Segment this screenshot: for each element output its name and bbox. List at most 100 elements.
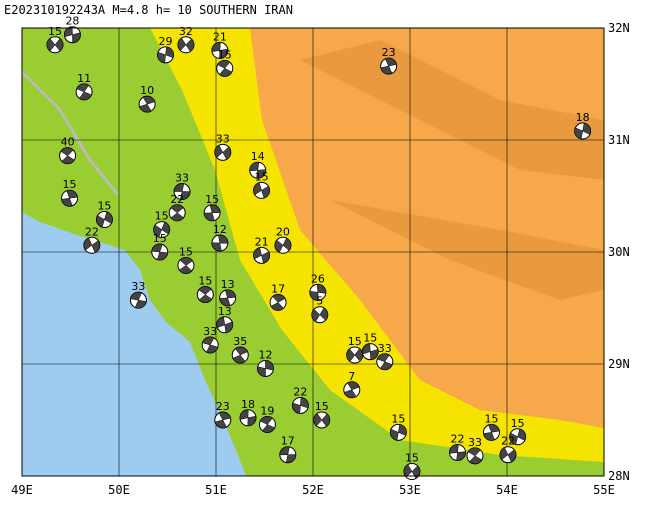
depth-label: 15 bbox=[391, 412, 405, 425]
beachball-quadrant bbox=[499, 447, 517, 463]
beachball-quadrant bbox=[177, 37, 195, 52]
beachball bbox=[309, 283, 327, 301]
depth-label: 15 bbox=[97, 200, 111, 213]
beachball bbox=[343, 381, 361, 399]
beachball bbox=[258, 415, 276, 433]
depth-label: 22 bbox=[501, 435, 515, 448]
beachball bbox=[46, 36, 64, 54]
depth-label: 15 bbox=[153, 232, 167, 245]
beachball bbox=[157, 46, 175, 64]
beachball-quadrant bbox=[211, 42, 229, 59]
beachball bbox=[75, 83, 93, 101]
beachball bbox=[151, 243, 169, 261]
beachball bbox=[138, 95, 156, 113]
x-tick-label: 49E bbox=[11, 483, 33, 497]
beachball-quadrant bbox=[198, 286, 213, 303]
beachball bbox=[63, 26, 81, 44]
beachball-quadrant bbox=[253, 182, 270, 199]
y-tick-label: 28N bbox=[608, 469, 630, 483]
depth-label: 14 bbox=[251, 150, 265, 163]
beachball-quadrant bbox=[313, 413, 330, 427]
beachball bbox=[173, 183, 191, 201]
beachball bbox=[509, 428, 527, 446]
title: E202310192243A M=4.8 h= 10 SOUTHERN IRAN bbox=[4, 3, 293, 17]
beachball bbox=[129, 291, 147, 309]
depth-label: 35 bbox=[233, 335, 247, 348]
depth-label: 15 bbox=[484, 412, 498, 425]
depth-label: 15 bbox=[205, 193, 219, 206]
depth-label: 15 bbox=[405, 452, 419, 465]
depth-label: 15 bbox=[348, 335, 362, 348]
depth-label: 26 bbox=[311, 272, 325, 285]
depth-label: 33 bbox=[468, 436, 482, 449]
beachball-quadrant bbox=[483, 424, 500, 441]
beachball bbox=[449, 443, 467, 461]
beachball-quadrant bbox=[343, 381, 360, 398]
beachball-quadrant bbox=[64, 26, 81, 43]
x-tick-label: 54E bbox=[496, 483, 518, 497]
beachball bbox=[214, 143, 232, 161]
beachball-quadrant bbox=[153, 221, 170, 238]
beachball bbox=[59, 147, 77, 165]
beachball-quadrant bbox=[249, 161, 266, 179]
depth-label: 22 bbox=[451, 432, 465, 445]
beachball-quadrant bbox=[232, 346, 248, 364]
x-tick-label: 50E bbox=[108, 483, 130, 497]
depth-label: 15 bbox=[255, 170, 269, 183]
frame bbox=[21, 27, 605, 477]
beachball bbox=[214, 411, 232, 429]
beachball bbox=[403, 463, 421, 481]
beachball bbox=[95, 211, 113, 229]
y-tick-label: 30N bbox=[608, 245, 630, 259]
beachball bbox=[311, 306, 329, 324]
beachball-quadrant bbox=[178, 257, 193, 274]
beachball bbox=[574, 122, 592, 140]
depth-label: 33 bbox=[203, 325, 217, 338]
depth-label: 19 bbox=[260, 404, 274, 417]
x-tick-label: 53E bbox=[399, 483, 421, 497]
x-tick-label: 52E bbox=[302, 483, 324, 497]
depth-label: 7 bbox=[348, 370, 355, 383]
beachball-quadrant bbox=[130, 291, 147, 309]
depth-label: 22 bbox=[170, 193, 184, 206]
depth-label: 12 bbox=[258, 348, 272, 361]
beachball bbox=[253, 181, 271, 199]
depth-label: 29 bbox=[159, 35, 173, 48]
beachball bbox=[153, 221, 171, 239]
beachball bbox=[361, 343, 379, 361]
beachball bbox=[380, 57, 398, 75]
beachball bbox=[466, 447, 484, 465]
beachball-quadrant bbox=[170, 204, 184, 222]
depth-label: 23 bbox=[382, 46, 396, 59]
beachball bbox=[274, 236, 292, 254]
beachball-quadrant bbox=[173, 183, 191, 200]
beachball bbox=[231, 346, 249, 364]
beachball bbox=[168, 204, 186, 222]
beachball-quadrant bbox=[574, 122, 591, 140]
beachball-quadrant bbox=[76, 83, 92, 101]
beachball-quadrant bbox=[362, 343, 379, 360]
beachball-quadrant bbox=[270, 294, 286, 311]
beachball-quadrant bbox=[239, 409, 257, 427]
depth-label: 22 bbox=[85, 225, 99, 238]
beachball bbox=[269, 293, 287, 311]
depth-label: 12 bbox=[213, 223, 227, 236]
beachball-quadrant bbox=[292, 397, 309, 414]
beachball bbox=[196, 286, 214, 304]
depth-label: 15 bbox=[315, 400, 329, 413]
beachball-quadrant bbox=[217, 60, 233, 77]
beachball-quadrant bbox=[259, 416, 275, 433]
beachball-quadrant bbox=[219, 289, 236, 307]
beachball-quadrant bbox=[380, 57, 397, 75]
beachball-quadrant bbox=[274, 237, 292, 253]
depth-label: 22 bbox=[293, 385, 307, 398]
beachball-quadrant bbox=[211, 234, 229, 252]
depth-label: 5 bbox=[316, 295, 323, 308]
beachball-quadrant bbox=[449, 444, 466, 461]
beachball-quadrant bbox=[509, 428, 526, 445]
beachball bbox=[482, 423, 500, 441]
depth-label: 21 bbox=[213, 30, 227, 43]
beachball-quadrant bbox=[390, 424, 407, 441]
depth-label: 17 bbox=[281, 435, 295, 448]
